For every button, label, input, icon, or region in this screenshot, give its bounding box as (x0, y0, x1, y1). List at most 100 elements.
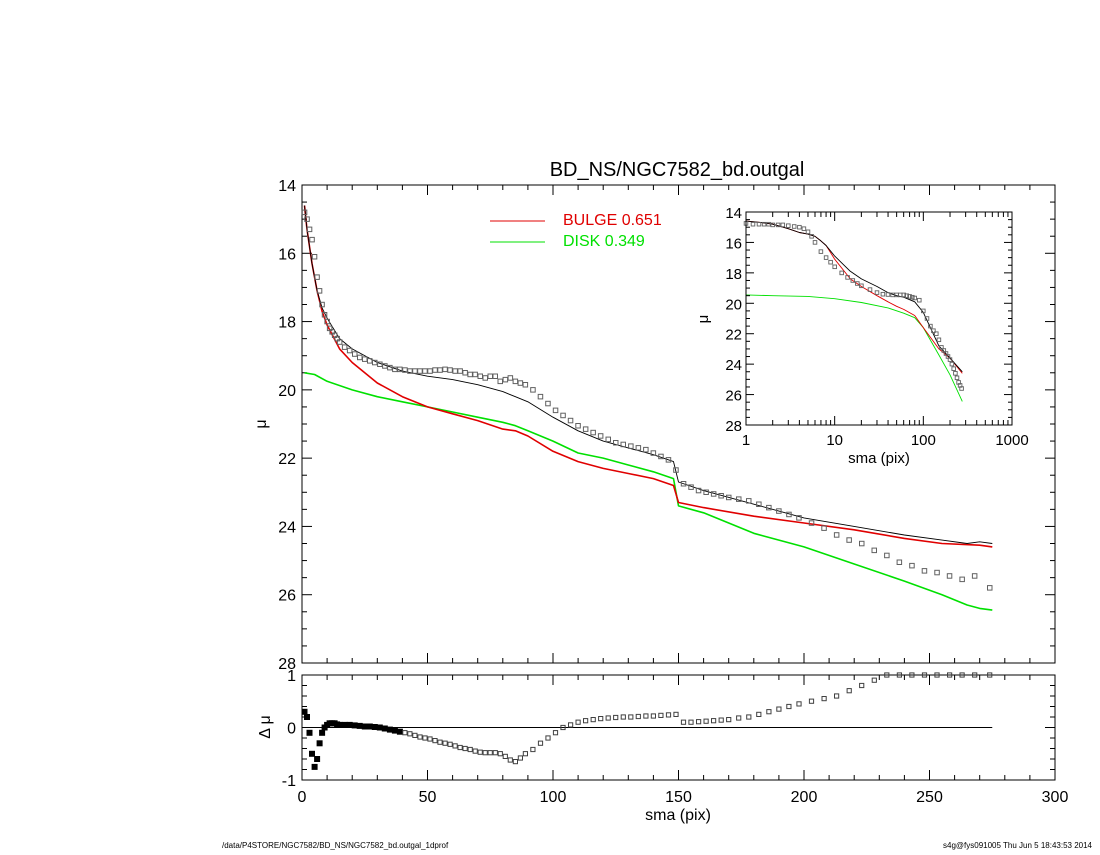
inset-data-point (885, 292, 891, 297)
residual-data-point (846, 688, 852, 694)
residual-data-point (859, 682, 865, 689)
residual-data-point (545, 735, 551, 741)
main-data-point (462, 370, 468, 376)
residual-y-tick-label: 0 (287, 721, 296, 738)
residual-data-point (314, 756, 321, 762)
inset-panel: 1 10 100 1000 14 16 18 20 22 24 26 28 μ sma (pix) (695, 205, 1029, 467)
residual-x-tick-label: 150 (665, 789, 692, 806)
main-data-point (507, 375, 514, 381)
residual-data-point (635, 713, 641, 720)
residual-data-point (407, 731, 413, 737)
main-data-point (437, 367, 443, 373)
main-data-point (605, 436, 611, 443)
residual-data-point (517, 755, 523, 761)
main-data-point (482, 375, 488, 381)
main-data-point (597, 433, 604, 439)
residual-data-point (376, 724, 383, 731)
residual-data-point (680, 719, 687, 725)
main-data-point (412, 368, 418, 374)
residual-data-point (568, 722, 574, 728)
residual-y-label: Δ μ (257, 715, 274, 738)
inset-y-tick-label: 26 (725, 388, 742, 405)
main-data-point (808, 520, 815, 526)
inset-data-point (750, 221, 756, 227)
inset-data-point (947, 357, 953, 362)
main-data-point (718, 493, 724, 499)
main-data-point (321, 312, 328, 318)
residual-data-point (442, 740, 448, 746)
residual-data-point (620, 714, 626, 720)
main-data-point (613, 440, 619, 446)
residual-data-point (467, 746, 473, 753)
main-data-point (766, 504, 772, 511)
main-data-point (846, 537, 852, 543)
main-data-point (833, 532, 840, 538)
inset-x-tick-label: 100 (911, 432, 936, 449)
inset-data-point (904, 293, 909, 298)
legend-disk-label: DISK 0.349 (563, 233, 645, 250)
residual-data-point (736, 715, 742, 721)
main-data-point (487, 373, 493, 379)
main-data-point (680, 481, 687, 487)
inset-data-point (791, 224, 797, 229)
residual-data-point (959, 672, 965, 678)
main-data-point (746, 498, 752, 504)
main-data-point (352, 351, 358, 357)
inset-data-point (850, 278, 856, 283)
main-data-point (871, 547, 877, 554)
inset-data-point (959, 386, 964, 391)
main-data-point (301, 209, 308, 216)
residual-data-point (530, 746, 536, 753)
main-y-tick-label: 20 (278, 383, 296, 400)
main-data-point (710, 491, 717, 497)
main-panel: 14 16 18 20 22 24 26 28 μ BULGE 0.651 DISK 0.34… (253, 178, 1056, 673)
main-data-point (987, 585, 993, 591)
main-series (301, 205, 993, 611)
main-data-point (665, 457, 672, 463)
residual-x-tick-label: 100 (540, 789, 567, 806)
main-data-point (582, 426, 589, 432)
residual-x-tick-label: 250 (916, 789, 943, 806)
residual-data-point (487, 750, 493, 756)
residual-data-point (934, 672, 940, 678)
residual-data-point (512, 759, 518, 765)
main-data-point (590, 429, 596, 436)
residual-data-point (756, 711, 762, 717)
inset-y-tick-label: 14 (725, 205, 742, 222)
main-data-point (467, 371, 473, 378)
inset-data-point (812, 240, 818, 245)
residual-data-point (482, 750, 488, 756)
inset-ticks: 1 10 100 1000 14 16 18 20 22 24 26 28 (725, 205, 1028, 449)
main-data-point (512, 378, 519, 385)
residual-data-point (427, 736, 433, 742)
main-data-point (620, 441, 626, 448)
main-data-point (306, 226, 313, 233)
main-y-tick-label: 28 (278, 656, 296, 673)
main-data-point (635, 445, 642, 451)
inset-data-point (818, 249, 824, 254)
main-data-point (934, 569, 940, 576)
main-data-point (346, 347, 353, 354)
main-data-point (314, 274, 320, 280)
residual-y-tick-label: -1 (282, 773, 296, 790)
residual-data-point (502, 753, 508, 759)
residual-data-point (628, 714, 634, 720)
inset-data-point (797, 224, 802, 230)
residual-data-point (808, 698, 815, 704)
residual-data-point (304, 714, 310, 720)
main-data-point (695, 487, 702, 494)
residual-data-point (306, 729, 313, 736)
main-ticks: 14 16 18 20 22 24 26 28 (278, 178, 1056, 673)
main-data-point (552, 407, 559, 414)
residual-data-point (658, 712, 664, 718)
main-data-point (658, 453, 664, 460)
residual-data-point (386, 726, 393, 733)
residual-data-point (361, 723, 368, 730)
residual-data-point (673, 711, 679, 717)
residual-data-point (726, 717, 732, 723)
residual-data-point (316, 740, 323, 747)
inset-data-point (859, 283, 864, 289)
main-data-point (560, 412, 566, 419)
